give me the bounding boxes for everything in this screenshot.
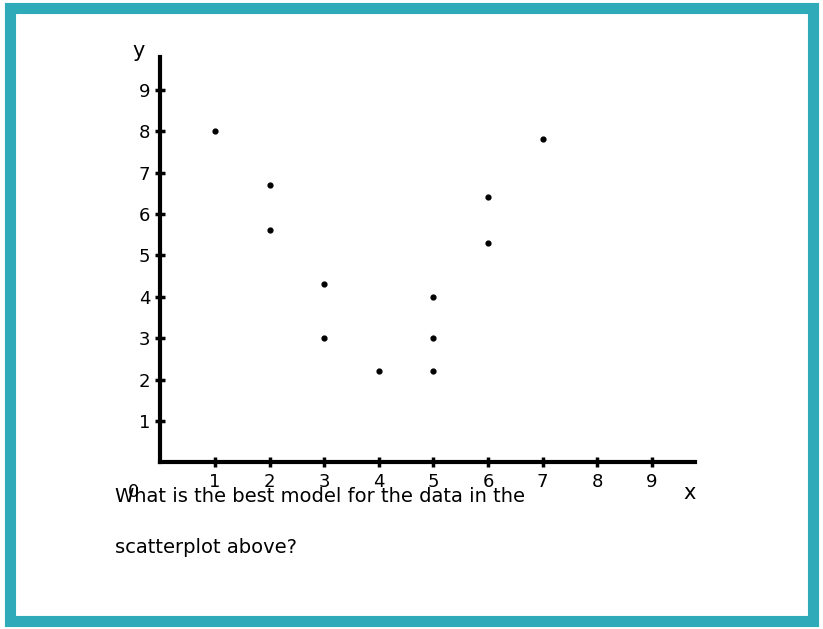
Point — [427, 366, 440, 376]
Point — [372, 366, 385, 376]
Point — [536, 135, 549, 145]
Point — [318, 279, 331, 289]
Text: What is the best model for the data in the: What is the best model for the data in t… — [115, 487, 525, 506]
Text: scatterplot above?: scatterplot above? — [115, 538, 297, 557]
Point — [427, 292, 440, 302]
Point — [263, 225, 277, 235]
Point — [318, 333, 331, 343]
Text: y: y — [133, 41, 145, 61]
Point — [208, 126, 221, 136]
Point — [263, 180, 277, 190]
Point — [481, 238, 495, 248]
Text: x: x — [684, 483, 696, 503]
Point — [427, 333, 440, 343]
Point — [481, 192, 495, 203]
Text: 0: 0 — [128, 483, 139, 501]
